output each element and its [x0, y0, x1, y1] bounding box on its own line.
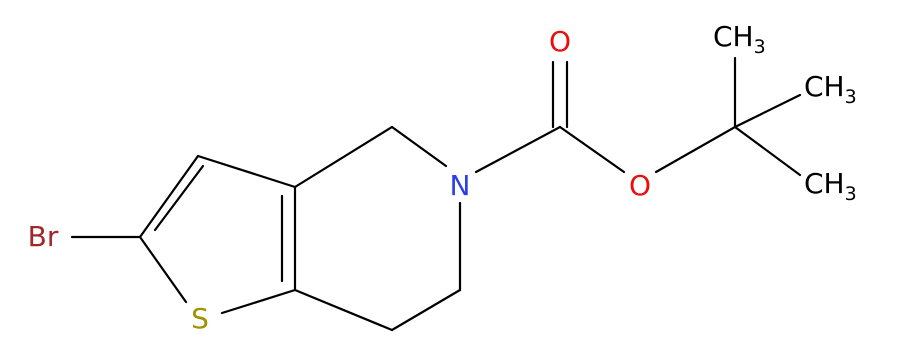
bonds: [70, 56, 802, 332]
atom-label: Br: [28, 220, 59, 253]
atom-label: S: [191, 302, 209, 335]
atom-symbol: CH: [713, 20, 754, 53]
atom-subscript: 3: [845, 86, 857, 108]
bond: [293, 125, 394, 189]
atom-label: CH3: [713, 20, 766, 58]
atom-label: O: [629, 169, 651, 202]
atom-symbol: CH: [804, 70, 845, 103]
bond: [220, 288, 297, 315]
atom-label: N: [450, 169, 471, 202]
bond: [558, 125, 626, 174]
bond: [153, 164, 205, 232]
bond: [390, 125, 448, 168]
atom-label: CH3: [804, 167, 857, 205]
atom-label: O: [549, 25, 571, 58]
atom-subscript: 3: [754, 36, 766, 58]
atom-subscript: 3: [845, 183, 857, 205]
bond: [196, 154, 297, 189]
bond: [138, 235, 188, 304]
atom-symbol: CH: [804, 167, 845, 200]
bond: [390, 288, 462, 332]
atom-label: CH3: [804, 70, 857, 108]
bond: [293, 288, 394, 332]
atom-labels: Br S N O O CH3 CH3 CH3: [28, 20, 857, 335]
bond: [138, 154, 200, 239]
bond: [733, 125, 802, 177]
bond: [474, 125, 562, 174]
bond: [654, 125, 737, 174]
bond: [733, 93, 802, 129]
